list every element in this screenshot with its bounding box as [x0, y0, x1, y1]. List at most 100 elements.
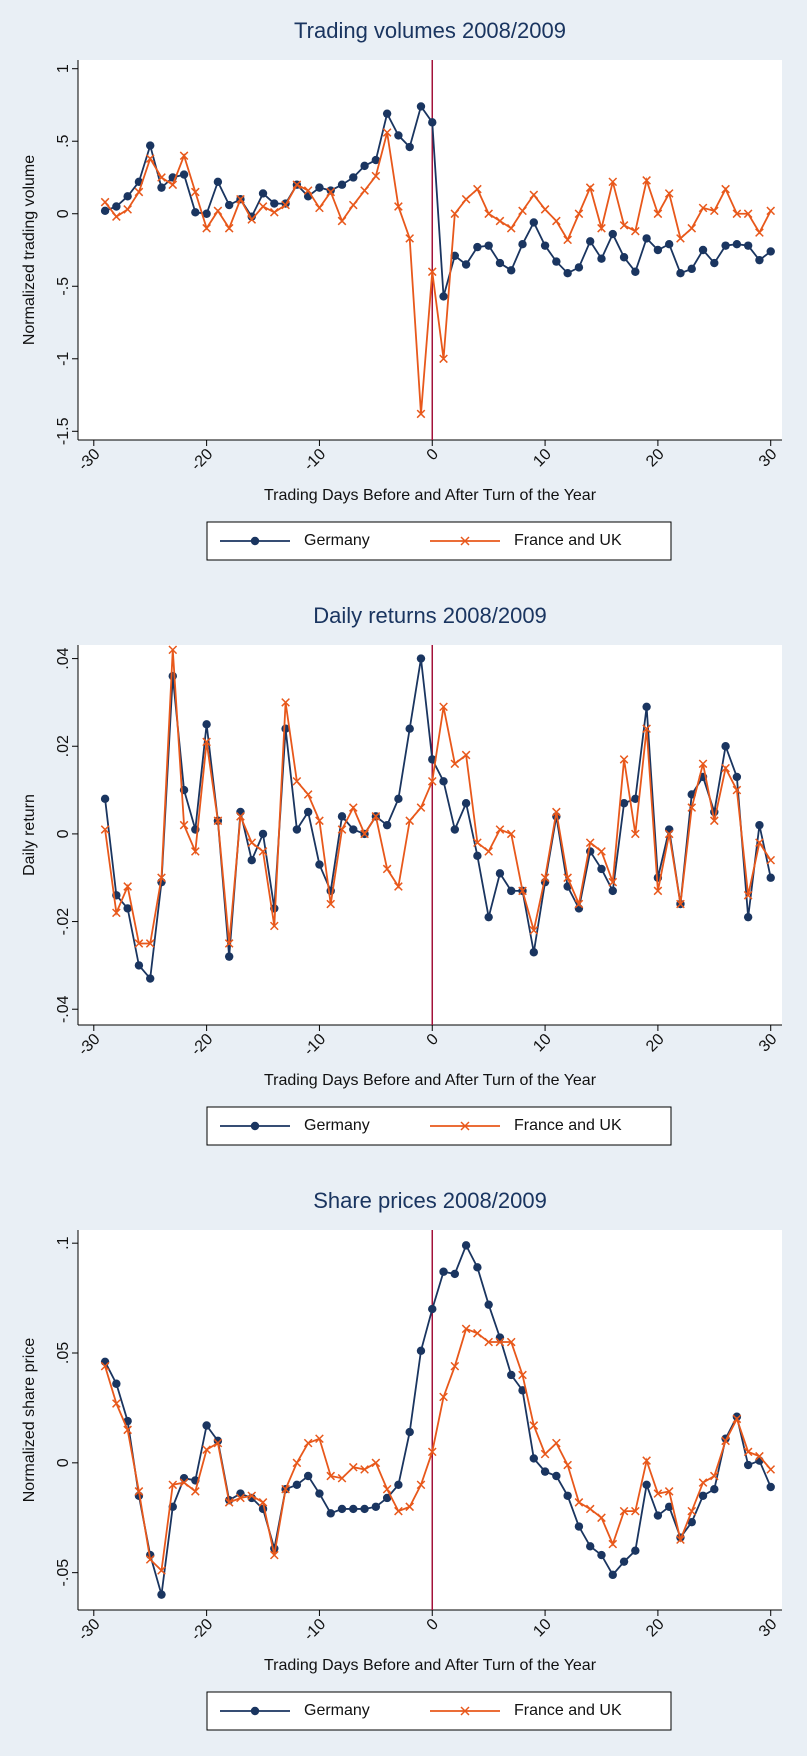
marker [315, 816, 324, 826]
marker [100, 794, 110, 804]
marker [360, 1504, 369, 1514]
y-tick-label: 0 [55, 829, 72, 838]
y-axis-label: Normalized share price [21, 1338, 38, 1503]
marker [709, 206, 719, 216]
marker [416, 654, 426, 663]
marker [202, 1421, 211, 1430]
marker [495, 1333, 505, 1342]
y-tick-label: .02 [55, 735, 72, 757]
x-tick-label: 30 [756, 1616, 781, 1641]
marker [224, 952, 234, 961]
marker [484, 847, 493, 856]
marker [585, 183, 595, 192]
marker [146, 141, 155, 150]
marker [563, 269, 572, 278]
marker [743, 241, 753, 250]
series [100, 1324, 776, 1575]
marker [450, 759, 460, 769]
marker [529, 1454, 538, 1463]
marker [506, 1337, 516, 1347]
marker [506, 223, 516, 233]
marker [439, 292, 448, 301]
y-axis-label: Daily return [21, 794, 38, 876]
marker [179, 170, 189, 179]
marker [766, 206, 776, 216]
marker [416, 102, 426, 111]
marker [619, 221, 629, 230]
marker [506, 829, 516, 839]
marker [529, 1421, 539, 1430]
x-tick-label: 10 [530, 1616, 555, 1641]
legend-item: Germany [220, 1702, 370, 1719]
marker [439, 1392, 448, 1402]
marker [642, 234, 651, 243]
marker [484, 1337, 493, 1347]
marker [574, 1522, 584, 1531]
marker [123, 205, 132, 214]
marker [405, 816, 415, 826]
marker [416, 409, 426, 419]
marker [394, 1480, 403, 1489]
marker [213, 816, 223, 826]
legend-marker [460, 1706, 470, 1716]
marker [461, 194, 471, 204]
marker [179, 820, 189, 830]
x-tick-label: 20 [643, 1031, 668, 1056]
marker [698, 759, 708, 769]
marker [405, 142, 414, 152]
x-axis-label: Trading Days Before and After Turn of th… [264, 1657, 597, 1674]
marker [450, 209, 460, 219]
marker [461, 1324, 471, 1334]
marker [247, 1491, 257, 1501]
marker [664, 189, 674, 198]
marker [586, 1542, 595, 1551]
marker [529, 925, 539, 935]
marker [608, 1570, 617, 1580]
marker [743, 890, 753, 900]
marker [721, 184, 730, 194]
marker [134, 187, 144, 197]
x-tick-label: 20 [643, 1616, 668, 1641]
marker [473, 1263, 482, 1272]
marker [405, 234, 415, 243]
marker [382, 1484, 392, 1494]
legend-label: Germany [304, 1117, 370, 1134]
marker [349, 173, 358, 182]
marker [303, 1471, 313, 1481]
marker [552, 807, 561, 817]
marker [326, 899, 336, 909]
marker [552, 1471, 561, 1481]
marker [224, 939, 234, 948]
marker [191, 847, 200, 856]
marker [766, 855, 776, 865]
marker [642, 724, 651, 734]
marker [687, 1517, 696, 1527]
y-tick-label: .04 [55, 647, 72, 669]
marker [337, 825, 347, 834]
marker [292, 1458, 302, 1468]
marker [597, 1513, 606, 1523]
marker [540, 205, 550, 214]
marker [664, 1502, 674, 1511]
marker [382, 820, 392, 830]
marker [439, 354, 448, 364]
marker [360, 829, 369, 839]
marker [473, 1328, 482, 1338]
x-tick-label: -30 [75, 446, 103, 474]
marker [157, 173, 166, 182]
marker [755, 228, 764, 237]
marker [416, 803, 426, 812]
x-tick-label: 30 [756, 1031, 781, 1056]
marker [450, 1269, 460, 1279]
marker [157, 873, 166, 883]
chart-title: Trading volumes 2008/2009 [294, 18, 566, 43]
marker [473, 184, 482, 194]
marker [743, 209, 753, 219]
legend-marker [250, 1121, 260, 1131]
marker [100, 1357, 110, 1366]
marker [461, 750, 471, 760]
marker [439, 702, 448, 712]
marker [473, 242, 482, 252]
marker [315, 203, 324, 213]
